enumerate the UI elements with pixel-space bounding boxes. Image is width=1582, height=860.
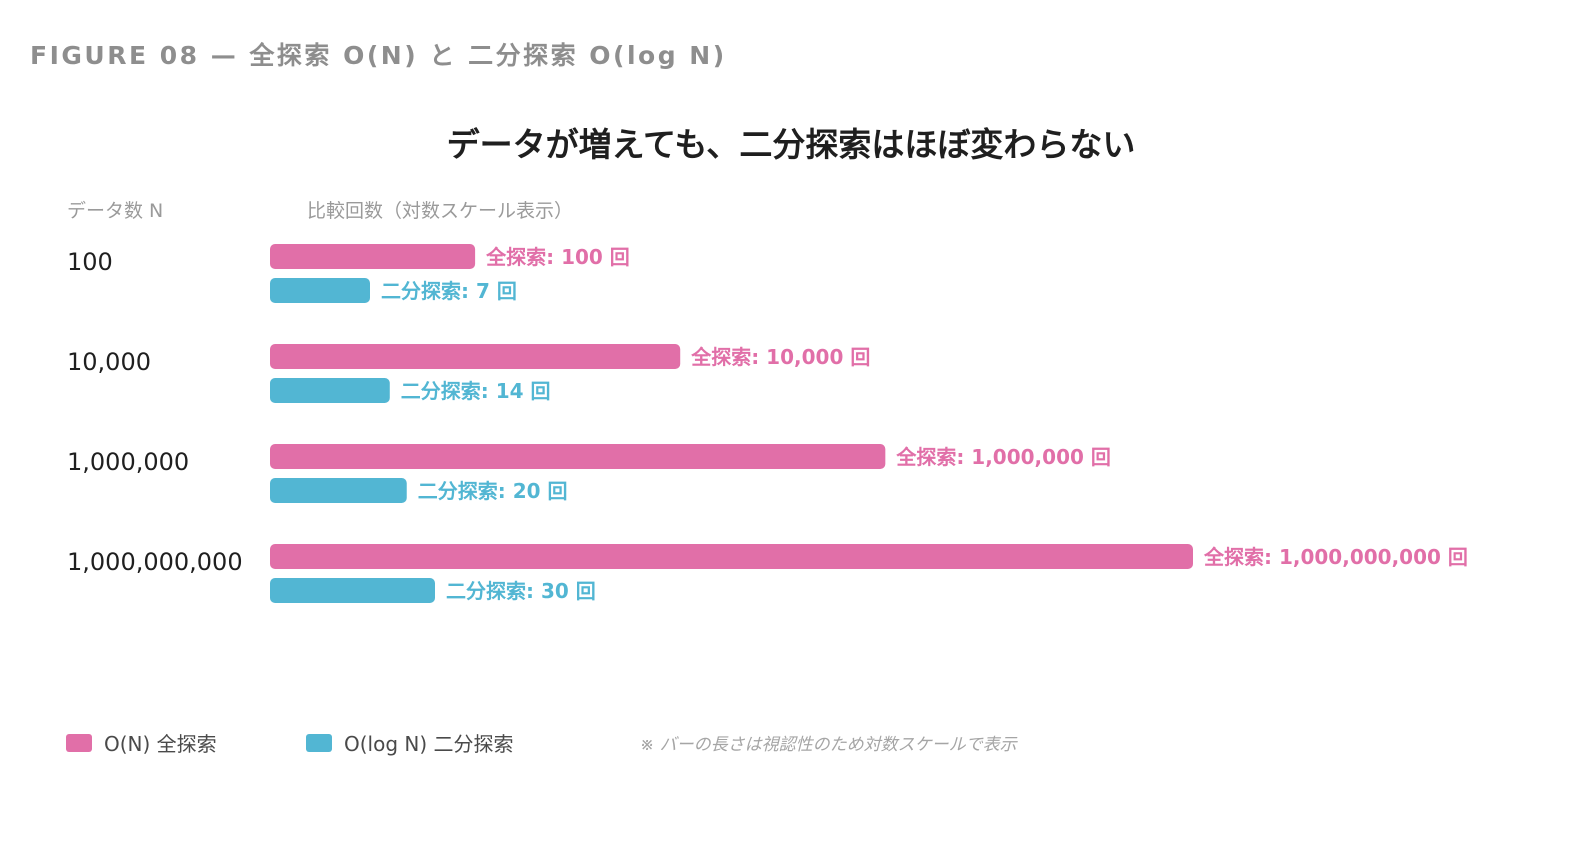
- data-label-binary: 二分探索: 20 回: [418, 479, 568, 503]
- data-label-binary: 二分探索: 7 回: [381, 279, 517, 303]
- bar-linear-search: [270, 544, 1193, 569]
- legend: O(N) 全探索 O(log N) 二分探索: [66, 728, 1166, 756]
- data-label-binary: 二分探索: 14 回: [401, 379, 551, 403]
- bar-binary-search: [270, 378, 390, 403]
- data-label-binary: 二分探索: 30 回: [446, 579, 596, 603]
- figure-label: FIGURE 08 — 全探索 O(N) と 二分探索 O(log N): [30, 41, 727, 70]
- bar-linear-search: [270, 244, 476, 269]
- bar-binary-search: [270, 478, 407, 503]
- data-label-linear: 全探索: 10,000 回: [690, 345, 870, 369]
- bar-binary-search: [270, 278, 370, 303]
- bar-binary-search: [270, 578, 435, 603]
- bar-linear-search: [270, 344, 681, 369]
- legend-label-linear: O(N) 全探索: [104, 732, 217, 756]
- category-label: 1,000,000,000: [67, 548, 243, 576]
- legend-swatch-linear: [66, 733, 92, 752]
- footnote: ※ バーの長さは視認性のため対数スケールで表示: [640, 735, 1017, 755]
- legend-label-binary: O(log N) 二分探索: [344, 732, 514, 756]
- value-axis-header: 比較回数（対数スケール表示）: [307, 200, 574, 222]
- category-label: 100: [67, 248, 113, 276]
- chart-title: データが増えても、二分探索はほぼ変わらない: [446, 125, 1136, 164]
- data-label-linear: 全探索: 100 回: [485, 245, 630, 269]
- legend-item-linear: O(N) 全探索: [66, 728, 217, 757]
- category-label: 10,000: [67, 348, 151, 376]
- legend-item-binary: O(log N) 二分探索: [306, 728, 514, 757]
- data-label-linear: 全探索: 1,000,000 回: [895, 445, 1111, 469]
- category-axis-header: データ数 N: [67, 200, 164, 222]
- data-label-linear: 全探索: 1,000,000,000 回: [1203, 545, 1468, 569]
- category-label: 1,000,000: [67, 448, 189, 476]
- bar-linear-search: [270, 444, 886, 469]
- legend-swatch-binary: [306, 733, 332, 752]
